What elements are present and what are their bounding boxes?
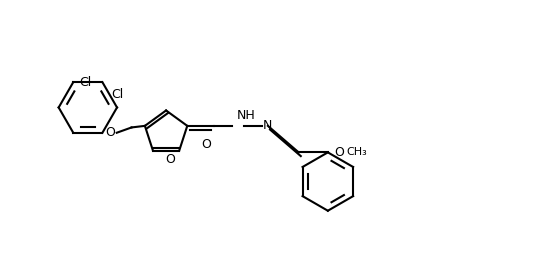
Text: Cl: Cl [111, 88, 123, 101]
Text: NH: NH [237, 109, 255, 122]
Text: O: O [201, 137, 211, 151]
Text: O: O [106, 126, 115, 139]
Text: N: N [263, 119, 272, 132]
Text: O: O [334, 146, 344, 159]
Text: O: O [165, 153, 175, 166]
Text: CH₃: CH₃ [346, 147, 367, 157]
Text: Cl: Cl [80, 76, 92, 89]
